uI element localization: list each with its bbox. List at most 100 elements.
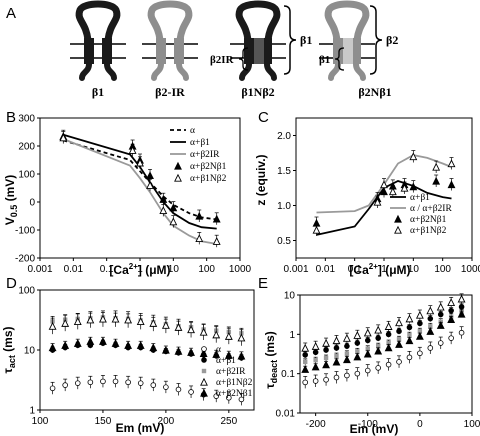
x-tick-label: 100 — [198, 264, 215, 275]
data-point — [417, 350, 423, 357]
data-point — [59, 133, 68, 142]
data-point — [187, 325, 195, 334]
data-point — [169, 217, 178, 226]
data-point — [409, 152, 418, 161]
data-point — [354, 370, 361, 377]
chart-b-xlabel: [Ca2+] (μM) — [109, 262, 170, 277]
data-point — [128, 145, 137, 154]
y-tick-label: 200 — [18, 142, 35, 153]
data-point — [323, 355, 329, 361]
tm-segment — [262, 38, 272, 64]
data-point — [237, 333, 246, 342]
brace-label-beta2ir: β2IR — [210, 54, 235, 66]
data-point — [395, 318, 403, 327]
data-point — [364, 367, 371, 374]
data-point — [150, 382, 157, 388]
data-point — [407, 333, 412, 338]
data-point — [174, 161, 182, 170]
data-point — [426, 327, 435, 335]
data-point — [365, 346, 370, 351]
data-point — [332, 357, 341, 366]
data-point — [161, 345, 170, 354]
data-point — [125, 379, 131, 386]
data-point — [428, 324, 433, 329]
data-point — [61, 318, 70, 327]
data-point — [374, 346, 383, 355]
extracellular-loop — [235, 0, 281, 44]
data-point — [169, 203, 178, 212]
x-tick-label: 150 — [95, 416, 112, 427]
data-point — [380, 180, 388, 189]
brace-beta2 — [369, 5, 383, 75]
data-point — [375, 365, 381, 371]
data-point — [332, 336, 341, 345]
data-point — [136, 341, 145, 349]
brace-beta2ir — [238, 47, 249, 71]
n-terminus — [239, 61, 252, 81]
data-point — [163, 384, 169, 390]
data-point — [159, 206, 168, 215]
data-point — [146, 171, 154, 180]
data-point — [213, 393, 220, 399]
legend-label: α+β1 — [216, 356, 236, 366]
data-point — [400, 183, 409, 192]
x-tick-label: 0 — [417, 419, 423, 430]
extracellular-loop — [75, 0, 121, 44]
data-point — [436, 302, 445, 311]
y-tick-label: 1 — [29, 406, 35, 417]
data-point — [334, 353, 339, 359]
legend-label: α / α+β2IR — [410, 204, 452, 214]
tm-segment — [351, 38, 361, 64]
data-point — [432, 162, 441, 171]
data-point — [74, 380, 81, 386]
data-point — [323, 376, 329, 383]
x-tick-label: -100 — [358, 419, 378, 430]
legend-label: α — [216, 345, 221, 355]
data-point — [409, 182, 418, 191]
data-point — [363, 328, 372, 337]
data-point — [62, 382, 68, 388]
data-point — [396, 328, 402, 335]
data-point — [333, 345, 340, 351]
data-point — [426, 306, 435, 315]
data-point — [86, 337, 95, 345]
panel-label-d: D — [6, 275, 17, 292]
data-point — [427, 315, 434, 322]
legend-label: α+β1Nβ2 — [216, 378, 253, 388]
tm-segment — [174, 38, 184, 64]
data-point — [406, 324, 413, 331]
x-tick-label: 10 — [408, 264, 420, 275]
data-point — [137, 380, 144, 386]
data-point — [437, 340, 444, 346]
data-point — [200, 377, 208, 386]
tm-segment — [84, 38, 94, 64]
y-tick-label: 100 — [18, 170, 35, 181]
data-point — [174, 346, 183, 355]
data-point — [374, 325, 383, 334]
data-point — [385, 361, 392, 368]
data-point — [61, 341, 70, 349]
data-point — [385, 331, 392, 338]
data-point — [201, 346, 207, 352]
data-point — [201, 368, 207, 374]
data-point — [355, 349, 360, 354]
x-tick-label: 250 — [220, 416, 237, 427]
x-tick-label: 10 — [168, 264, 180, 275]
data-point — [149, 318, 158, 327]
data-point — [375, 343, 381, 349]
chart-d: 100 150 200 250 100 10 1 αα+β1α+β2IRα+β1Nβ2α+β2… — [18, 286, 255, 427]
construct-beta2nbeta1 — [319, 0, 375, 81]
data-point — [364, 337, 371, 344]
x-tick-label: 0.01 — [316, 264, 336, 275]
data-point — [427, 345, 434, 351]
data-point — [344, 372, 350, 379]
y-tick-label: 0.1 — [281, 369, 295, 380]
data-point — [224, 331, 233, 340]
tm-segment — [244, 38, 254, 64]
chart-e-xlabel: Em (mV) — [350, 422, 399, 436]
data-point — [199, 349, 208, 357]
legend-label: α+β2IR — [216, 367, 246, 377]
data-point — [363, 349, 372, 358]
x-tick-label: 1 — [137, 264, 143, 275]
data-point — [373, 197, 382, 206]
